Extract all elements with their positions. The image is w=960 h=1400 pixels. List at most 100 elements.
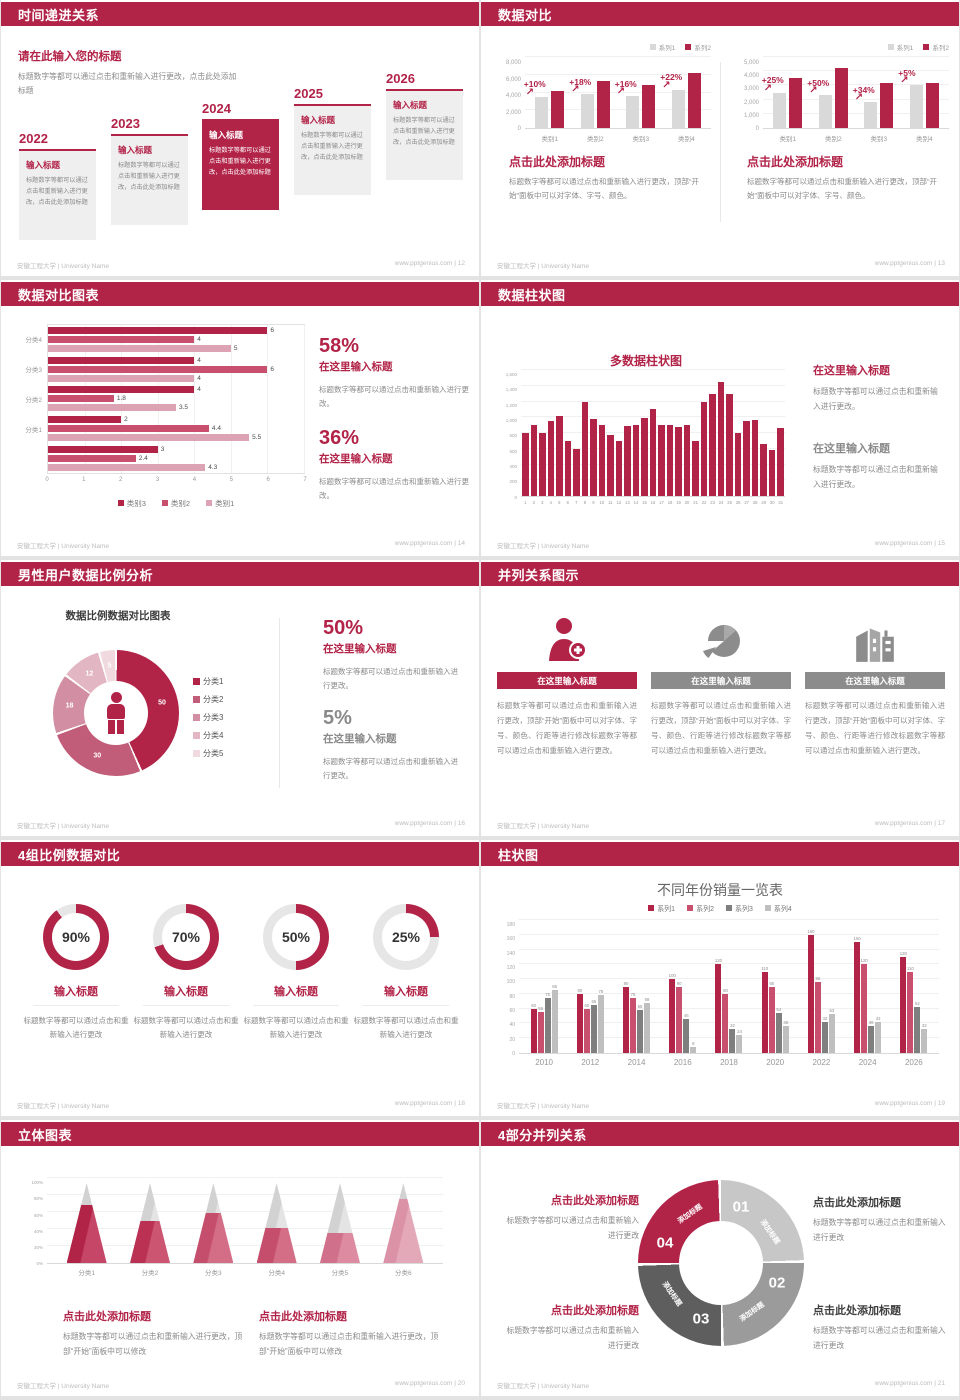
y-tick-label: 80	[509, 993, 515, 1000]
parallel-column-3: 在这里输入标题 标题数字等都可以通过点击和重新输入进行更改，顶部“开始”面板中可…	[805, 612, 945, 758]
gridline	[763, 84, 949, 86]
timeline-item-2026[interactable]: 2026 输入标题 标题数字等都可以通过点击和重新输入进行更改，点击此处添加标题	[386, 71, 463, 180]
progress-ring: 50%	[263, 904, 329, 970]
footer-university: 安徽工程大学 | University Name	[497, 263, 589, 270]
caption-title: 点击此处添加标题	[509, 155, 606, 169]
bar	[48, 386, 195, 394]
bar-wrap	[880, 57, 894, 128]
growth-text: +34%	[852, 84, 875, 95]
growth-text: +25%	[761, 75, 784, 85]
y-tick-label: 60%	[33, 1212, 43, 1218]
footer-university: 安徽工程大学 | University Name	[17, 823, 109, 830]
block-title: 点击此处添加标题	[813, 1305, 901, 1317]
bar	[675, 426, 682, 496]
x-axis-labels: 类别1 类别2 类别3 类别4	[525, 129, 711, 143]
ring-card-50: 50% 输入标题 标题数字等都可以通过点击和重新输入进行更改	[241, 904, 351, 1043]
timeline-item-2022[interactable]: 2022 输入标题 标题数字等都可以通过点击和重新输入进行更改，点击此处添加标题	[19, 131, 96, 240]
stat-percent: 5%	[323, 707, 352, 729]
growth-label: +16% ↗	[615, 80, 637, 97]
stat-body: 标题数字等都可以通过点击和重新输入进行更改。	[319, 385, 469, 409]
timeline-item-2025[interactable]: 2025 输入标题 标题数字等都可以通过点击和重新输入进行更改，点击此处添加标题	[294, 86, 371, 195]
bar-wrap: 32	[921, 920, 928, 1053]
timeline-year: 2025	[294, 86, 323, 101]
slice-value-label: 30	[93, 752, 102, 760]
bar-value-label: 42	[822, 1015, 828, 1021]
column-title: 在这里输入标题	[845, 675, 905, 686]
bar-wrap	[607, 370, 614, 496]
footer-university: 安徽工程大学 | University Name	[497, 543, 589, 550]
footer-site-page: www.pptgenius.com | 17	[874, 820, 945, 827]
gridline	[47, 1194, 443, 1195]
bar	[789, 78, 803, 128]
bar-value-label: 24	[737, 1029, 742, 1035]
timeline-card-title: 输入标题	[393, 100, 428, 110]
bar-wrap	[773, 57, 787, 128]
legend-item: 系列2	[687, 904, 714, 914]
bar-value-label: 5	[233, 345, 238, 353]
plot-area: 60 55 75 85 80 60 65 78 90 75 58 68 100 90 46 8 120 80 32 2…	[519, 919, 939, 1054]
x-tick-label: 2012	[581, 1058, 600, 1067]
timeline-card-body: 标题数字等都可以通过点击和重新输入进行更改，点击此处添加标题	[393, 117, 455, 146]
gridline	[194, 325, 196, 473]
parallel-column-1: 在这里输入标题 标题数字等都可以通过点击和重新输入进行更改，顶部“开始”面板中可…	[497, 612, 637, 758]
bar-value-label: 36	[868, 1020, 874, 1026]
bar-value-label: 85	[552, 984, 557, 990]
stat-block-58: 58% 在这里输入标题 标题数字等都可以通过点击和重新输入进行更改。	[319, 336, 469, 412]
x-tick-label: 分类4	[268, 1270, 285, 1277]
footer-university: 安徽工程大学 | University Name	[497, 823, 589, 830]
column-title-bar[interactable]: 在这里输入标题	[651, 672, 791, 689]
bar	[864, 102, 878, 128]
bar-value-label: 80	[577, 987, 583, 993]
bar-value-label: 110	[761, 965, 769, 971]
growth-arrow-icon: ↗	[662, 79, 671, 91]
legend-swatch	[687, 905, 694, 911]
block-body: 标题数字等都可以通过点击和重新输入进行更改	[506, 1326, 639, 1350]
gridline	[525, 109, 711, 111]
timeline-item-2023[interactable]: 2023 输入标题 标题数字等都可以通过点击和重新输入进行更改，点击此处添加标题	[111, 116, 188, 225]
bar	[576, 993, 583, 1053]
x-tick-label: 5	[229, 477, 233, 483]
legend-label: 系列3	[735, 906, 753, 913]
bar-wrap	[751, 370, 759, 496]
x-tick-label: 11	[608, 500, 613, 505]
chart-panel-right: 系列1 系列2 5,000 4,000 3,000 2,000 1,000 0 +25% ↗ +…	[731, 42, 949, 204]
timeline-item-2024-highlighted[interactable]: 2024 输入标题 标题数字等都可以通过点击和重新输入进行更改，点击此处添加标题	[202, 101, 279, 210]
block-title: 点击此处添加标题	[813, 1197, 901, 1209]
bar-value-label: 90	[676, 980, 682, 986]
gridline	[763, 98, 949, 100]
gridline	[519, 992, 939, 994]
column-title-bar[interactable]: 在这里输入标题	[805, 672, 945, 689]
legend-label: 类别1	[215, 499, 235, 508]
pie-chart-icon	[651, 612, 791, 664]
cone-fill	[256, 1227, 297, 1263]
bar	[544, 997, 551, 1053]
x-tick-label: 2016	[673, 1058, 692, 1067]
bar-wrap: 110	[761, 920, 769, 1053]
timeline-year: 2023	[111, 116, 140, 131]
column-title-bar[interactable]: 在这里输入标题	[497, 672, 637, 689]
cone-fill	[193, 1213, 234, 1263]
vertical-divider	[720, 62, 721, 222]
progress-ring: 70%	[153, 904, 219, 970]
bar-group: +34% ↗	[853, 57, 900, 128]
bar-group	[700, 370, 709, 496]
bar-value-label: 4.3	[208, 463, 218, 471]
bar-wrap: 60	[583, 920, 590, 1053]
legend-swatch	[193, 732, 200, 739]
bar-wrap: 120	[861, 920, 868, 1053]
timeline-year: 2024	[202, 101, 231, 116]
timeline-divider	[19, 149, 96, 151]
bar	[649, 409, 657, 496]
y-group-label: 分类2	[25, 397, 42, 404]
bar-wrap	[760, 370, 767, 496]
bar-value-label: 1.8	[116, 395, 126, 403]
timeline-card-title: 输入标题	[26, 160, 61, 170]
gridline	[519, 1007, 939, 1009]
bar	[671, 89, 685, 128]
timeline-divider	[111, 134, 188, 136]
footer-site-page: www.pptgenius.com | 14	[394, 540, 465, 547]
growth-label: +18% ↗	[569, 78, 591, 95]
slide-parallel-relationship: 并列关系图示 在这里输入标题 标题数字等都可以通过点击和重新输入进行更改，顶部“…	[481, 560, 959, 836]
legend-label: 分类2	[203, 695, 224, 704]
bar-group	[674, 370, 683, 496]
